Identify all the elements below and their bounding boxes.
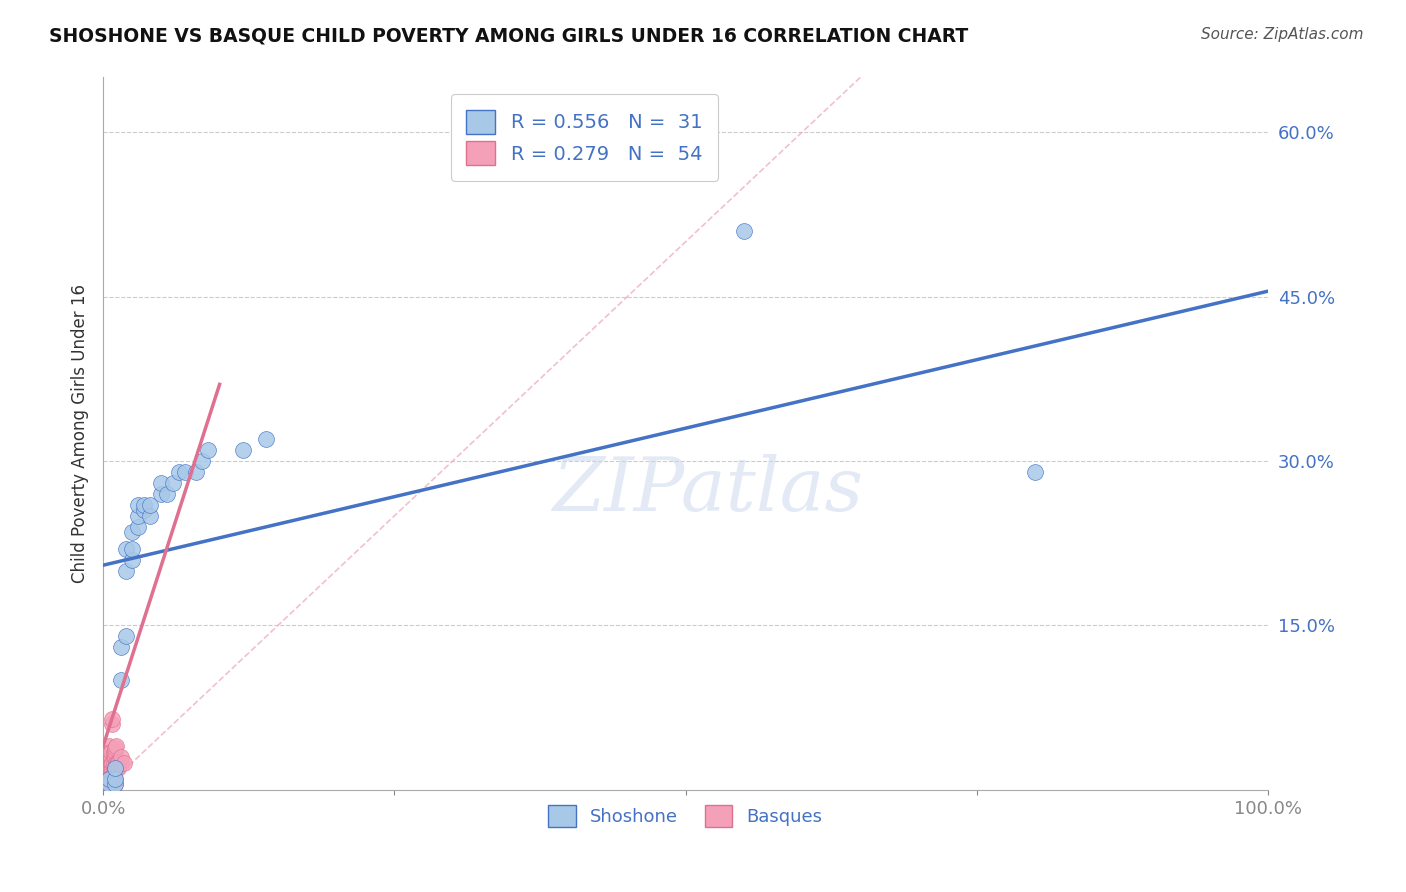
Point — [733, 224, 755, 238]
Point — [101, 772, 124, 786]
Point — [121, 541, 143, 556]
Point — [167, 465, 190, 479]
Point — [110, 640, 132, 655]
Point — [197, 443, 219, 458]
Point — [104, 756, 127, 770]
Point — [105, 761, 128, 775]
Point — [115, 541, 138, 556]
Point — [98, 745, 121, 759]
Point — [103, 756, 125, 770]
Point — [97, 777, 120, 791]
Point — [96, 766, 118, 780]
Point — [97, 756, 120, 770]
Point — [94, 777, 117, 791]
Point — [101, 756, 124, 770]
Point — [127, 498, 149, 512]
Point — [100, 750, 122, 764]
Point — [98, 750, 121, 764]
Point — [104, 777, 127, 791]
Point — [115, 564, 138, 578]
Point — [101, 717, 124, 731]
Point — [110, 756, 132, 770]
Text: SHOSHONE VS BASQUE CHILD POVERTY AMONG GIRLS UNDER 16 CORRELATION CHART: SHOSHONE VS BASQUE CHILD POVERTY AMONG G… — [49, 27, 969, 45]
Point — [138, 498, 160, 512]
Point — [97, 739, 120, 753]
Point — [100, 745, 122, 759]
Point — [98, 766, 121, 780]
Point — [96, 772, 118, 786]
Point — [97, 772, 120, 786]
Point — [100, 750, 122, 764]
Point — [104, 741, 127, 756]
Point — [105, 756, 128, 770]
Point — [191, 454, 214, 468]
Point — [186, 465, 208, 479]
Point — [103, 761, 125, 775]
Point — [103, 750, 125, 764]
Point — [101, 761, 124, 775]
Point — [104, 772, 127, 786]
Point — [97, 766, 120, 780]
Point — [97, 761, 120, 775]
Point — [96, 777, 118, 791]
Point — [121, 525, 143, 540]
Text: Source: ZipAtlas.com: Source: ZipAtlas.com — [1201, 27, 1364, 42]
Point — [127, 520, 149, 534]
Point — [98, 766, 121, 780]
Point — [150, 475, 173, 490]
Point — [104, 750, 127, 764]
Point — [97, 761, 120, 775]
Point — [97, 772, 120, 786]
Point — [97, 761, 120, 775]
Point — [100, 756, 122, 770]
Point — [112, 756, 135, 770]
Point — [1024, 465, 1046, 479]
Point — [127, 508, 149, 523]
Point — [104, 772, 127, 786]
Point — [98, 761, 121, 775]
Point — [104, 761, 127, 775]
Point — [100, 766, 122, 780]
Point — [97, 761, 120, 775]
Y-axis label: Child Poverty Among Girls Under 16: Child Poverty Among Girls Under 16 — [72, 285, 89, 583]
Point — [103, 766, 125, 780]
Text: ZIPatlas: ZIPatlas — [554, 454, 865, 527]
Point — [100, 761, 122, 775]
Point — [104, 745, 127, 759]
Point — [110, 750, 132, 764]
Point — [132, 503, 155, 517]
Point — [104, 761, 127, 775]
Point — [107, 756, 129, 770]
Point — [104, 739, 127, 753]
Point — [100, 756, 122, 770]
Point — [103, 745, 125, 759]
Point — [104, 777, 127, 791]
Point — [121, 553, 143, 567]
Point — [132, 498, 155, 512]
Point — [254, 432, 277, 446]
Point — [232, 443, 254, 458]
Point — [162, 475, 184, 490]
Point — [101, 712, 124, 726]
Point — [110, 673, 132, 688]
Point — [98, 772, 121, 786]
Point — [107, 761, 129, 775]
Point — [115, 630, 138, 644]
Point — [97, 766, 120, 780]
Point — [173, 465, 195, 479]
Legend: Shoshone, Basques: Shoshone, Basques — [541, 797, 830, 834]
Point — [101, 777, 124, 791]
Point — [138, 508, 160, 523]
Point — [97, 777, 120, 791]
Point — [104, 761, 127, 775]
Point — [156, 487, 179, 501]
Point — [150, 487, 173, 501]
